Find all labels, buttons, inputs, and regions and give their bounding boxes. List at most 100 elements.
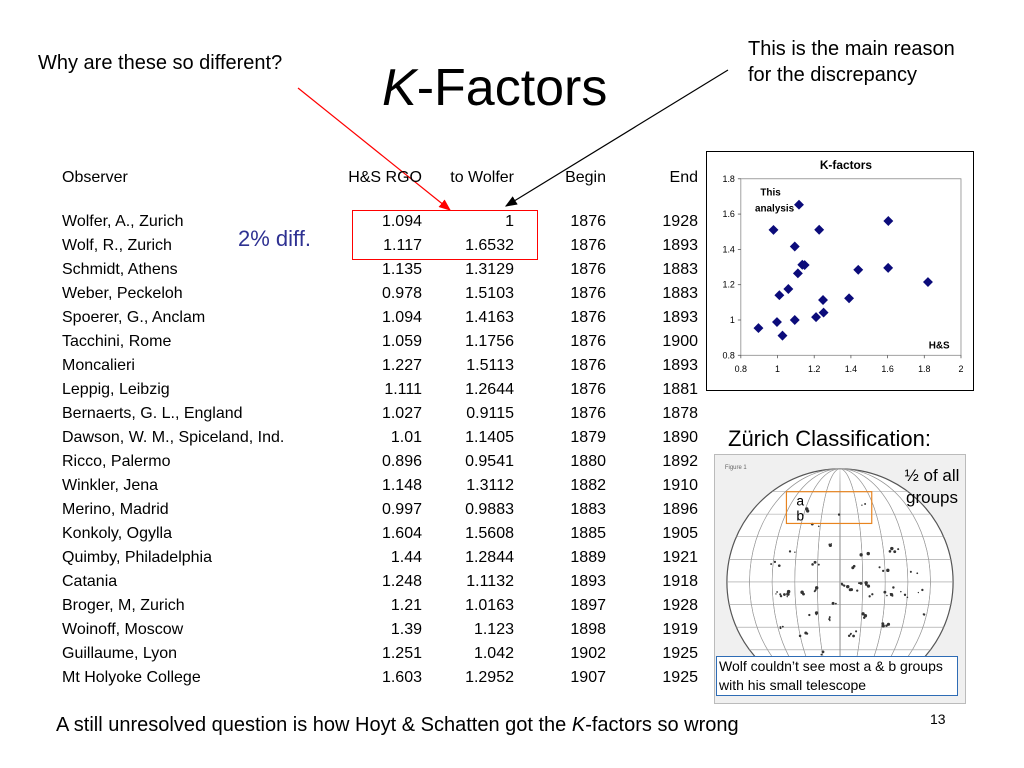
this-analysis-label-line1: This — [760, 188, 781, 199]
cell-end: 1928 — [662, 213, 698, 230]
cell-observer: Weber, Peckeloh — [62, 285, 183, 302]
cell-hs-rgo: 1.603 — [381, 669, 422, 686]
footer-question: A still unresolved question is how Hoyt … — [56, 714, 739, 737]
cell-begin: 1879 — [570, 429, 606, 446]
plot-area — [740, 178, 962, 356]
observer-table: Observer H&S RGO to Wolfer Begin End Wol… — [62, 166, 698, 690]
half-groups-line1: ½ of all — [904, 466, 960, 485]
cell-end: 1881 — [662, 381, 698, 398]
cell-hs-rgo: 0.997 — [381, 501, 422, 518]
cell-end: 1905 — [662, 525, 698, 542]
cell-begin: 1876 — [570, 381, 606, 398]
header-begin: Begin — [565, 169, 606, 186]
cell-hs-rgo: 1.251 — [381, 645, 422, 662]
cell-hs-rgo: 0.896 — [381, 453, 422, 470]
this-analysis-label-line2: analysis — [755, 204, 795, 215]
cell-begin: 1876 — [570, 213, 606, 230]
cell-observer: Wolf, R., Zurich — [62, 237, 172, 254]
x-tick-label: 1.6 — [881, 364, 893, 374]
header-to-wolfer: to Wolfer — [450, 169, 514, 186]
cell-observer: Guillaume, Lyon — [62, 645, 178, 662]
cell-begin: 1897 — [570, 597, 606, 614]
cell-end: 1900 — [662, 333, 698, 350]
cell-begin: 1876 — [570, 357, 606, 374]
cell-begin: 1876 — [570, 237, 606, 254]
cell-begin: 1876 — [570, 285, 606, 302]
cell-begin: 1876 — [570, 333, 606, 350]
cell-begin: 1885 — [570, 525, 606, 542]
data-point — [792, 268, 803, 279]
diff-label: 2% diff. — [238, 226, 311, 251]
cell-to-wolfer: 1.2844 — [465, 549, 514, 566]
cell-to-wolfer: 1.2644 — [465, 381, 514, 398]
cell-to-wolfer: 1.6532 — [465, 237, 514, 254]
group-b-label: b — [796, 507, 804, 523]
table-row: Ricco, Palermo 0.896 0.9541 1880 1892 — [62, 450, 698, 474]
x-tick-label: 1.2 — [808, 364, 820, 374]
cell-end: 1893 — [662, 237, 698, 254]
footer-k: K — [571, 714, 586, 736]
table-row: Dawson, W. M., Spiceland, Ind. 1.01 1.1405… — [62, 426, 698, 450]
cell-begin: 1889 — [570, 549, 606, 566]
x-tick-label: 1 — [775, 364, 780, 374]
cell-to-wolfer: 1.042 — [473, 645, 514, 662]
page-number: 13 — [930, 711, 946, 727]
cell-to-wolfer: 1.1756 — [465, 333, 514, 350]
cell-to-wolfer: 1.123 — [473, 621, 514, 638]
table-row: Woinoff, Moscow 1.39 1.123 1898 1919 — [62, 618, 698, 642]
cell-observer: Broger, M, Zurich — [62, 597, 185, 614]
cell-observer: Spoerer, G., Anclam — [62, 309, 206, 326]
x-tick-label: 2 — [958, 364, 963, 374]
cell-hs-rgo: 1.01 — [390, 429, 422, 446]
cell-begin: 1876 — [570, 309, 606, 326]
cell-begin: 1880 — [570, 453, 606, 470]
cell-observer: Woinoff, Moscow — [62, 621, 184, 638]
table-spacer-row — [62, 190, 698, 210]
sunspot-groups — [770, 503, 926, 677]
cell-observer: Mt Holyoke College — [62, 669, 201, 686]
cell-hs-rgo: 1.39 — [390, 621, 422, 638]
cell-hs-rgo: 1.135 — [381, 261, 422, 278]
cell-end: 1892 — [662, 453, 698, 470]
table-row: Weber, Peckeloh 0.978 1.5103 1876 1883 — [62, 282, 698, 306]
cell-hs-rgo: 1.027 — [381, 405, 422, 422]
footer-after: -factors so wrong — [585, 714, 739, 736]
cell-end: 1919 — [662, 621, 698, 638]
cell-hs-rgo: 1.44 — [390, 549, 422, 566]
cell-end: 1925 — [662, 669, 698, 686]
table-row: Quimby, Philadelphia 1.44 1.2844 1889 1921 — [62, 546, 698, 570]
data-point — [923, 277, 933, 287]
cell-end: 1928 — [662, 597, 698, 614]
table-body: Wolfer, A., Zurich 1.094 1 1876 1928 Wolf, R.… — [62, 190, 698, 690]
cell-end: 1910 — [662, 477, 698, 494]
cell-begin: 1876 — [570, 405, 606, 422]
cell-to-wolfer: 1.5608 — [465, 525, 514, 542]
table-row: Broger, M, Zurich 1.21 1.0163 1897 1928 — [62, 594, 698, 618]
cell-to-wolfer: 1.5113 — [466, 357, 514, 374]
y-tick-label: 1.8 — [722, 174, 734, 184]
cell-end: 1925 — [662, 645, 698, 662]
cell-hs-rgo: 0.978 — [381, 285, 422, 302]
data-point — [883, 216, 894, 226]
data-point — [789, 315, 800, 325]
table-row: Mt Holyoke College 1.603 1.2952 1907 1925 — [62, 666, 698, 690]
table-row: Spoerer, G., Anclam 1.094 1.4163 1876 1893 — [62, 306, 698, 330]
spacer-cell — [62, 190, 698, 210]
hs-label: H&S — [929, 340, 950, 351]
cell-hs-rgo: 1.21 — [390, 597, 422, 614]
table-row: Winkler, Jena 1.148 1.3112 1882 1910 — [62, 474, 698, 498]
data-point — [789, 241, 800, 252]
zurich-title: Zürich Classification: — [728, 426, 931, 451]
table-row: Tacchini, Rome 1.059 1.1756 1876 1900 — [62, 330, 698, 354]
data-point — [768, 224, 779, 235]
header-end: End — [669, 169, 698, 186]
y-tick-label: 1.2 — [722, 280, 734, 290]
cell-to-wolfer: 1.3112 — [466, 477, 514, 494]
table-header-row: Observer H&S RGO to Wolfer Begin End — [62, 166, 698, 190]
cell-observer: Moncalieri — [62, 357, 135, 374]
half-groups-line2: groups — [906, 488, 958, 507]
cell-observer: Konkoly, Ogylla — [62, 525, 172, 542]
data-point — [753, 323, 764, 334]
cell-hs-rgo: 1.094 — [381, 309, 422, 326]
cell-to-wolfer: 1.2952 — [465, 669, 514, 686]
